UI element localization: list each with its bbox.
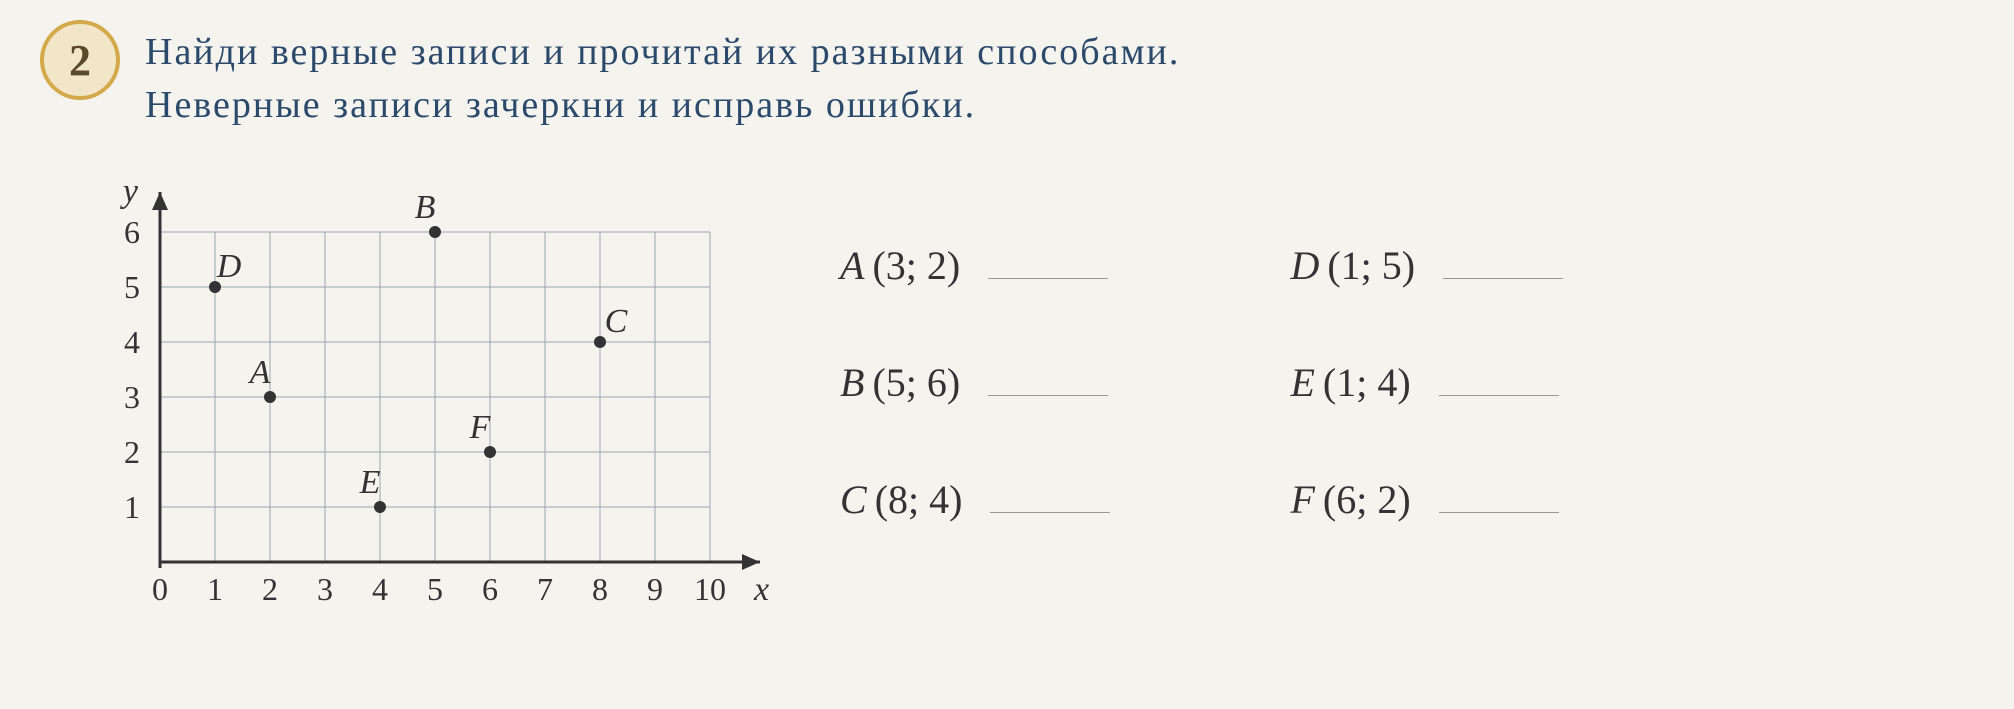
answer-blank[interactable] [1439, 392, 1559, 396]
instruction-line-2: Неверные записи зачеркни и исправь ошибк… [145, 79, 1180, 132]
answer-blank[interactable] [1439, 509, 1559, 513]
coord-item-a: A(3; 2) [840, 242, 1110, 289]
svg-text:4: 4 [124, 324, 140, 360]
coord-value: (1; 4) [1323, 359, 1411, 406]
coord-item-d: D(1; 5) [1290, 242, 1563, 289]
coord-value: (8; 4) [875, 476, 963, 523]
svg-text:x: x [753, 571, 769, 608]
svg-text:7: 7 [537, 571, 553, 607]
coord-value: (3; 2) [872, 242, 960, 289]
coord-letter: D [1290, 242, 1319, 289]
coord-value: (5; 6) [872, 359, 960, 406]
problem-number-badge: 2 [40, 20, 120, 100]
coord-letter: F [1290, 476, 1314, 523]
svg-text:1: 1 [124, 489, 140, 525]
coord-item-e: E(1; 4) [1290, 359, 1563, 406]
answer-blank[interactable] [988, 392, 1108, 396]
svg-text:2: 2 [262, 571, 278, 607]
instruction-line-1: Найди верные записи и прочитай их разным… [145, 26, 1180, 79]
coord-letter: C [840, 476, 867, 523]
coord-value: (1; 5) [1327, 242, 1415, 289]
content-row: 012345678910123456xyABCDEF A(3; 2)B(5; 6… [40, 162, 1974, 642]
answer-blank[interactable] [988, 275, 1108, 279]
coords-column-left: A(3; 2) B(5; 6) C(8; 4) [840, 242, 1110, 642]
coords-area: A(3; 2) B(5; 6) C(8; 4) D(1; 5) E(1; 4) F(6;… [840, 162, 1563, 642]
svg-text:B: B [415, 189, 436, 226]
problem-number: 2 [69, 35, 91, 86]
svg-text:2: 2 [124, 434, 140, 470]
svg-text:C: C [605, 303, 628, 340]
svg-text:6: 6 [482, 571, 498, 607]
svg-text:5: 5 [427, 571, 443, 607]
svg-text:F: F [469, 409, 492, 446]
coord-letter: B [840, 359, 864, 406]
svg-text:y: y [120, 173, 139, 210]
svg-text:E: E [359, 464, 381, 501]
svg-text:10: 10 [694, 571, 726, 607]
svg-text:0: 0 [152, 571, 168, 607]
svg-text:1: 1 [207, 571, 223, 607]
svg-text:3: 3 [317, 571, 333, 607]
chart-svg: 0 1 2 3 4 5 6 7 8 9 10 1 2 3 4 5 6 x y A B C D E F [100, 162, 780, 642]
svg-text:6: 6 [124, 214, 140, 250]
coord-item-f: F(6; 2) [1290, 476, 1563, 523]
svg-text:5: 5 [124, 269, 140, 305]
coord-letter: E [1290, 359, 1314, 406]
answer-blank[interactable] [1443, 275, 1563, 279]
coord-value: (6; 2) [1323, 476, 1411, 523]
header-row: 2 Найди верные записи и прочитай их разн… [40, 20, 1974, 132]
coord-item-b: B(5; 6) [840, 359, 1110, 406]
svg-text:3: 3 [124, 379, 140, 415]
svg-text:8: 8 [592, 571, 608, 607]
coord-letter: A [840, 242, 864, 289]
coords-column-right: D(1; 5) E(1; 4) F(6; 2) [1290, 242, 1563, 642]
svg-text:9: 9 [647, 571, 663, 607]
coordinate-chart: 012345678910123456xyABCDEF [100, 162, 740, 642]
svg-text:D: D [216, 248, 242, 285]
svg-text:A: A [248, 354, 271, 391]
instruction-text: Найди верные записи и прочитай их разным… [145, 20, 1180, 132]
coord-item-c: C(8; 4) [840, 476, 1110, 523]
answer-blank[interactable] [990, 509, 1110, 513]
svg-text:4: 4 [372, 571, 388, 607]
